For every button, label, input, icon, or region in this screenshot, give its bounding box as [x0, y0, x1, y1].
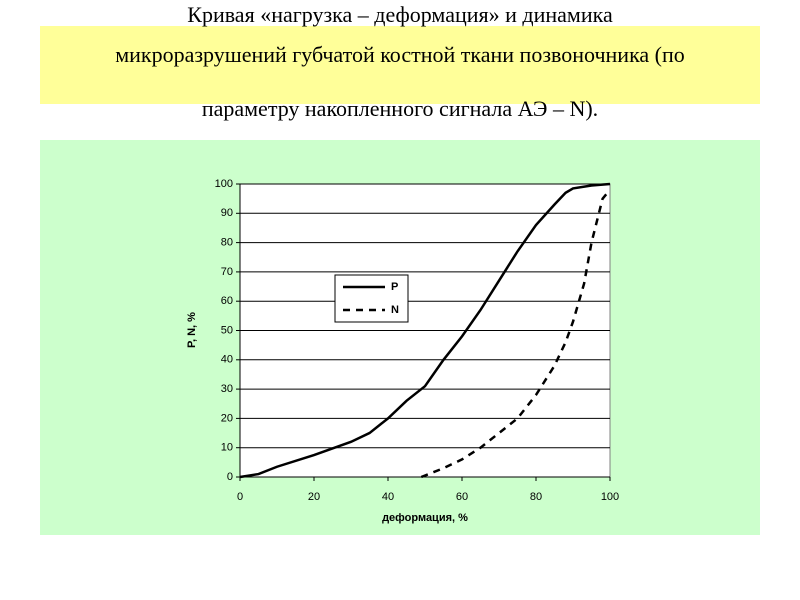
x-tick-label: 40 — [382, 491, 394, 503]
legend-label: P — [391, 281, 398, 293]
y-axis-label: P, N, % — [186, 312, 198, 348]
y-tick-label: 30 — [221, 383, 233, 395]
y-tick-label: 10 — [221, 442, 233, 454]
legend-label: N — [391, 304, 399, 316]
y-tick-label: 80 — [221, 237, 233, 249]
title-box — [40, 26, 760, 104]
series-line — [239, 182, 611, 479]
x-tick-label: 0 — [237, 491, 243, 503]
x-tick-label: 80 — [530, 491, 542, 503]
y-tick-label: 50 — [221, 324, 233, 336]
y-tick-label: 70 — [221, 266, 233, 278]
x-tick-label: 20 — [308, 491, 320, 503]
x-tick-label: 100 — [601, 491, 619, 503]
y-tick-label: 20 — [221, 412, 233, 424]
y-tick-label: 0 — [227, 471, 233, 483]
title-line: микроразрушений губчатой костной ткани п… — [115, 42, 685, 67]
x-axis-label: деформация, % — [382, 512, 468, 524]
legend-box — [334, 274, 409, 323]
series-line — [420, 189, 611, 479]
y-tick-label: 90 — [221, 207, 233, 219]
title-line: Кривая «нагрузка – деформация» и динамик… — [187, 2, 613, 27]
y-tick-label: 40 — [221, 354, 233, 366]
x-tick-label: 60 — [456, 491, 468, 503]
y-tick-label: 60 — [221, 295, 233, 307]
y-tick-label: 100 — [215, 178, 233, 190]
title-line: параметру накопленного сигнала АЭ – N). — [202, 96, 598, 121]
